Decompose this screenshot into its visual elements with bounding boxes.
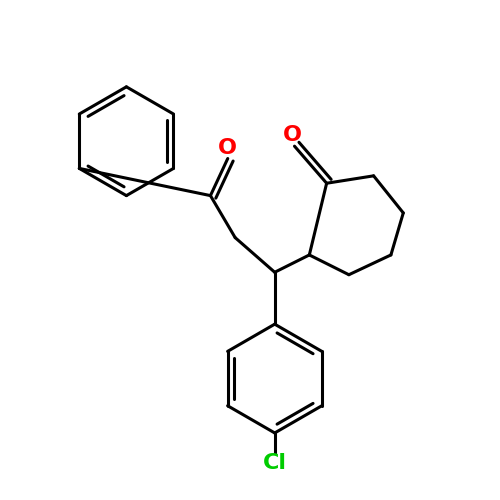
Text: O: O [218,138,238,158]
Text: Cl: Cl [262,452,286,472]
Text: O: O [282,126,302,146]
